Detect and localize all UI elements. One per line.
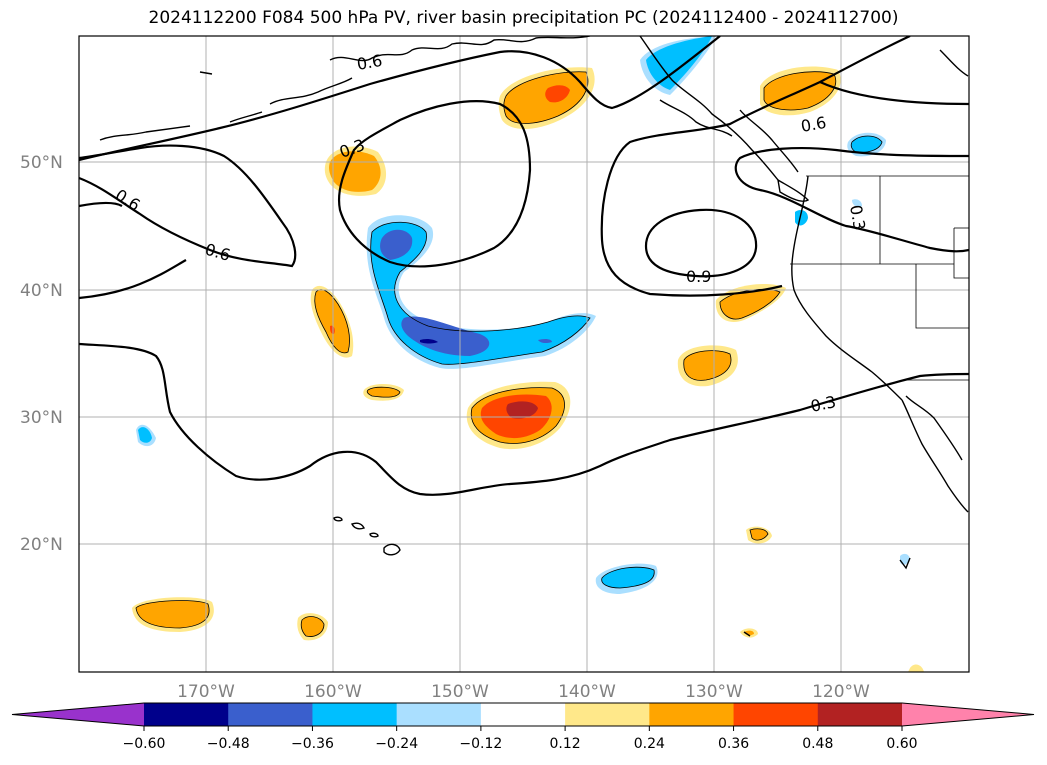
colorbar-tick-label: −0.12 [459, 736, 502, 752]
colorbar-tick-label: 0.36 [718, 736, 749, 752]
lon-label: 140°W [558, 682, 616, 702]
contour-label: 0.6 [799, 113, 827, 136]
colorbar-extend-low [12, 703, 144, 726]
contour-label: 0.9 [686, 267, 711, 286]
precip-shading [132, 36, 924, 672]
colorbar-segment [144, 703, 229, 726]
gridlines [79, 36, 969, 672]
colorbar-tick-label: −0.60 [123, 736, 166, 752]
lon-label: 130°W [685, 682, 743, 702]
longitude-labels: 170°W 160°W 150°W 140°W 130°W 120°W [177, 682, 870, 702]
pv-contours [79, 36, 969, 496]
lat-label: 20°N [20, 535, 63, 555]
plot-frame [78, 35, 970, 673]
contour-label: 0.3 [846, 203, 869, 231]
colorbar-segment [312, 703, 398, 726]
coastlines [99, 36, 969, 637]
colorbar-segment [228, 703, 313, 726]
colorbar-segment [565, 703, 650, 726]
colorbar-tick-label: −0.24 [375, 736, 418, 752]
lat-label: 40°N [20, 281, 63, 301]
colorbar-segment [817, 703, 903, 726]
colorbar-ticks: −0.60 −0.48 −0.36 −0.24 −0.12 0.12 0.24 0.36 0.4… [123, 726, 918, 752]
colorbar-segment [733, 703, 819, 726]
colorbar-tick-label: 0.24 [634, 736, 665, 752]
colorbar-tick-label: −0.36 [291, 736, 334, 752]
colorbar [11, 702, 1035, 727]
colorbar-tick-label: −0.48 [207, 736, 250, 752]
contour-label: 0.3 [809, 392, 838, 416]
map-title: 2024112200 F084 500 hPa PV, river basin … [148, 8, 899, 28]
colorbar-segment [396, 703, 482, 726]
lon-label: 150°W [431, 682, 489, 702]
colorbar-segment [480, 703, 566, 726]
political-borders [790, 175, 969, 381]
lat-label: 30°N [20, 408, 63, 428]
colorbar-tick-label: 0.48 [802, 736, 833, 752]
lon-label: 160°W [304, 682, 362, 702]
colorbar-tick-label: 0.60 [886, 736, 917, 752]
lon-label: 120°W [812, 682, 870, 702]
lat-label: 50°N [20, 153, 63, 173]
colorbar-segment [649, 703, 735, 726]
latitude-labels: 50°N 40°N 30°N 20°N [20, 153, 63, 555]
lon-label: 170°W [177, 682, 235, 702]
precip-outlines [135, 71, 883, 637]
colorbar-extend-high [902, 703, 1034, 726]
colorbar-tick-label: 0.12 [550, 736, 581, 752]
contour-label: 0.6 [355, 51, 383, 74]
